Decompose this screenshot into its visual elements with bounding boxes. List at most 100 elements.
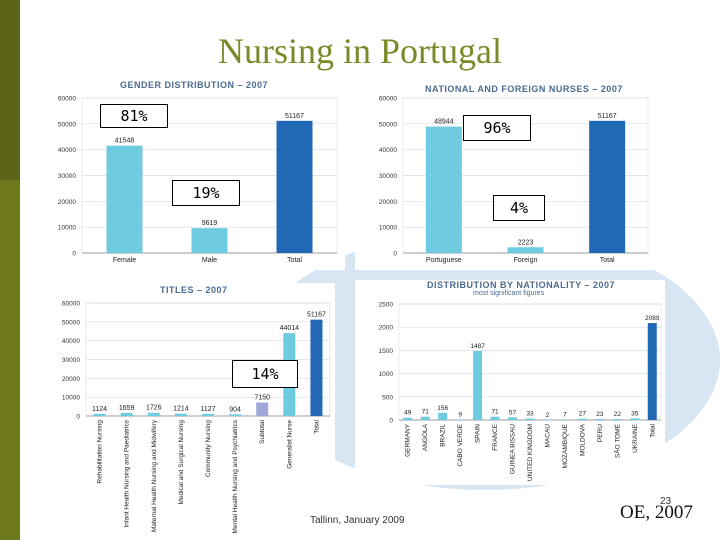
nationality-bar xyxy=(403,417,413,420)
gender-ytick-label: 10000 xyxy=(58,225,76,232)
titles-ytick-label: 0 xyxy=(76,414,80,421)
national-ytick-label: 0 xyxy=(393,251,397,258)
footer-text: Tallinn, January 2009 xyxy=(310,515,405,526)
titles-value-label: 1726 xyxy=(146,405,162,412)
nationality-category-label: MACAU xyxy=(544,424,551,448)
nationality-bar xyxy=(595,418,605,420)
nationality-value-label: 35 xyxy=(631,410,639,417)
nationality-ytick-label: 1500 xyxy=(379,348,394,355)
gender-bar xyxy=(191,228,228,253)
female-percentage-callout: 81% xyxy=(100,104,168,128)
gender-category-label: Total xyxy=(287,257,302,264)
titles-ytick-label: 10000 xyxy=(62,395,80,402)
nationality-value-label: 71 xyxy=(491,409,499,416)
national-category-label: Total xyxy=(600,257,615,264)
foreign-percentage-callout: 4% xyxy=(493,195,545,221)
gender-category-label: Male xyxy=(202,257,217,264)
titles-bar xyxy=(310,319,323,416)
titles-category-label: Rehabilitation Nursing xyxy=(97,420,104,484)
nationality-value-label: 9 xyxy=(458,412,462,419)
nationality-value-label: 7 xyxy=(563,412,567,419)
portuguese-percentage-callout: 96% xyxy=(463,115,531,141)
titles-bar xyxy=(147,412,160,416)
nationality-category-label: GERMANY xyxy=(405,423,412,457)
nationality-bar xyxy=(508,417,518,420)
national-bar xyxy=(507,247,544,253)
gender-ytick-label: 50000 xyxy=(58,121,76,128)
titles-value-label: 51167 xyxy=(307,312,326,319)
titles-ytick-label: 30000 xyxy=(62,357,80,364)
nationality-plot-area xyxy=(398,303,662,421)
titles-value-label: 1659 xyxy=(119,405,135,412)
nationality-bar xyxy=(438,412,448,420)
titles-value-label: 7150 xyxy=(254,395,270,402)
page-title: Nursing in Portugal xyxy=(218,31,502,71)
nationality-value-label: 33 xyxy=(526,410,534,417)
titles-chart-title: TITLES – 2007 xyxy=(160,285,228,295)
nationality-bar xyxy=(420,416,430,420)
titles-bar xyxy=(229,414,242,416)
gender-chart: 0 10000 20000 30000 40000 50000 60000 41548 Fema… xyxy=(58,96,338,264)
page-number: 23 xyxy=(660,496,672,507)
gender-chart-title: GENDER DISTRIBUTION – 2007 xyxy=(120,80,269,90)
nationality-value-label: 1487 xyxy=(470,343,485,350)
national-ytick-label: 10000 xyxy=(379,225,397,232)
male-percentage-callout: 19% xyxy=(172,180,240,206)
national-chart-title: NATIONAL AND FOREIGN NURSES – 2007 xyxy=(425,84,623,94)
gender-ytick-label: 60000 xyxy=(58,96,76,103)
titles-value-label: 44014 xyxy=(280,325,300,332)
national-ytick-label: 60000 xyxy=(379,96,397,103)
nationality-category-label: GUINEA BISSAU xyxy=(510,424,517,475)
titles-value-label: 904 xyxy=(229,406,241,413)
titles-bar xyxy=(256,402,269,416)
nationality-bar xyxy=(525,418,535,420)
nationality-bar xyxy=(560,419,570,421)
nationality-bar xyxy=(455,419,465,421)
national-category-label: Foreign xyxy=(514,257,538,264)
nationality-category-label: SPAIN xyxy=(475,424,482,443)
national-category-label: Portuguese xyxy=(426,257,462,264)
titles-bar xyxy=(174,413,187,416)
nationality-bar xyxy=(612,418,622,420)
nationality-category-label: BRAZIL xyxy=(440,424,447,447)
gender-ytick-label: 20000 xyxy=(58,199,76,206)
national-ytick-label: 20000 xyxy=(379,199,397,206)
nationality-bar xyxy=(542,419,552,421)
nationality-value-label: 156 xyxy=(437,405,448,412)
nationality-value-label: 27 xyxy=(579,411,587,418)
titles-ytick-label: 20000 xyxy=(62,376,80,383)
nationality-bar xyxy=(490,416,500,420)
nationality-ytick-label: 0 xyxy=(389,418,393,425)
titles-bar xyxy=(202,413,214,416)
titles-category-label: Subtotal xyxy=(259,419,266,443)
nationality-ytick-label: 2000 xyxy=(379,325,394,332)
national-ytick-label: 40000 xyxy=(379,147,397,154)
national-bar xyxy=(425,126,462,253)
nationality-value-label: 2 xyxy=(546,412,550,419)
gender-ytick-label: 40000 xyxy=(58,147,76,154)
gender-value-label: 51167 xyxy=(285,113,304,120)
national-chart: 0 10000 20000 30000 40000 50000 60000 48944 Port… xyxy=(379,96,649,264)
gender-bar xyxy=(106,145,143,253)
nationality-category-label: MOLDOVA xyxy=(579,423,586,456)
nationality-chart: 0 500 1000 1500 2000 2500 49 GERMANY 71 ANGOLA 156… xyxy=(379,302,662,481)
nationality-category-label: UKRAINE xyxy=(632,423,639,453)
nationality-value-label: 49 xyxy=(404,410,412,417)
titles-value-label: 1127 xyxy=(200,406,215,413)
nationality-ytick-label: 500 xyxy=(382,394,393,401)
sidebar-band xyxy=(0,0,20,540)
nationality-value-label: 57 xyxy=(509,409,517,416)
titles-category-label: Maternal Health Nursing and Midwifery xyxy=(151,419,158,532)
nationality-bar xyxy=(577,418,587,420)
titles-category-label: Mental Health Nursing and Psychiatrics xyxy=(232,419,239,533)
national-ytick-label: 50000 xyxy=(379,121,397,128)
titles-ytick-label: 50000 xyxy=(62,319,80,326)
nationality-category-label: CABO VERDE xyxy=(457,423,464,466)
author-credit: OE, 2007 xyxy=(620,502,693,523)
nationality-value-label: 23 xyxy=(596,411,604,418)
nationality-value-label: 71 xyxy=(422,409,430,416)
nationality-category-label: MOZAMBIQUE xyxy=(562,423,569,468)
titles-category-label: Community Nursing xyxy=(205,420,212,477)
titles-category-label: Generalist Nurse xyxy=(286,420,293,469)
nationality-bar xyxy=(473,351,483,420)
